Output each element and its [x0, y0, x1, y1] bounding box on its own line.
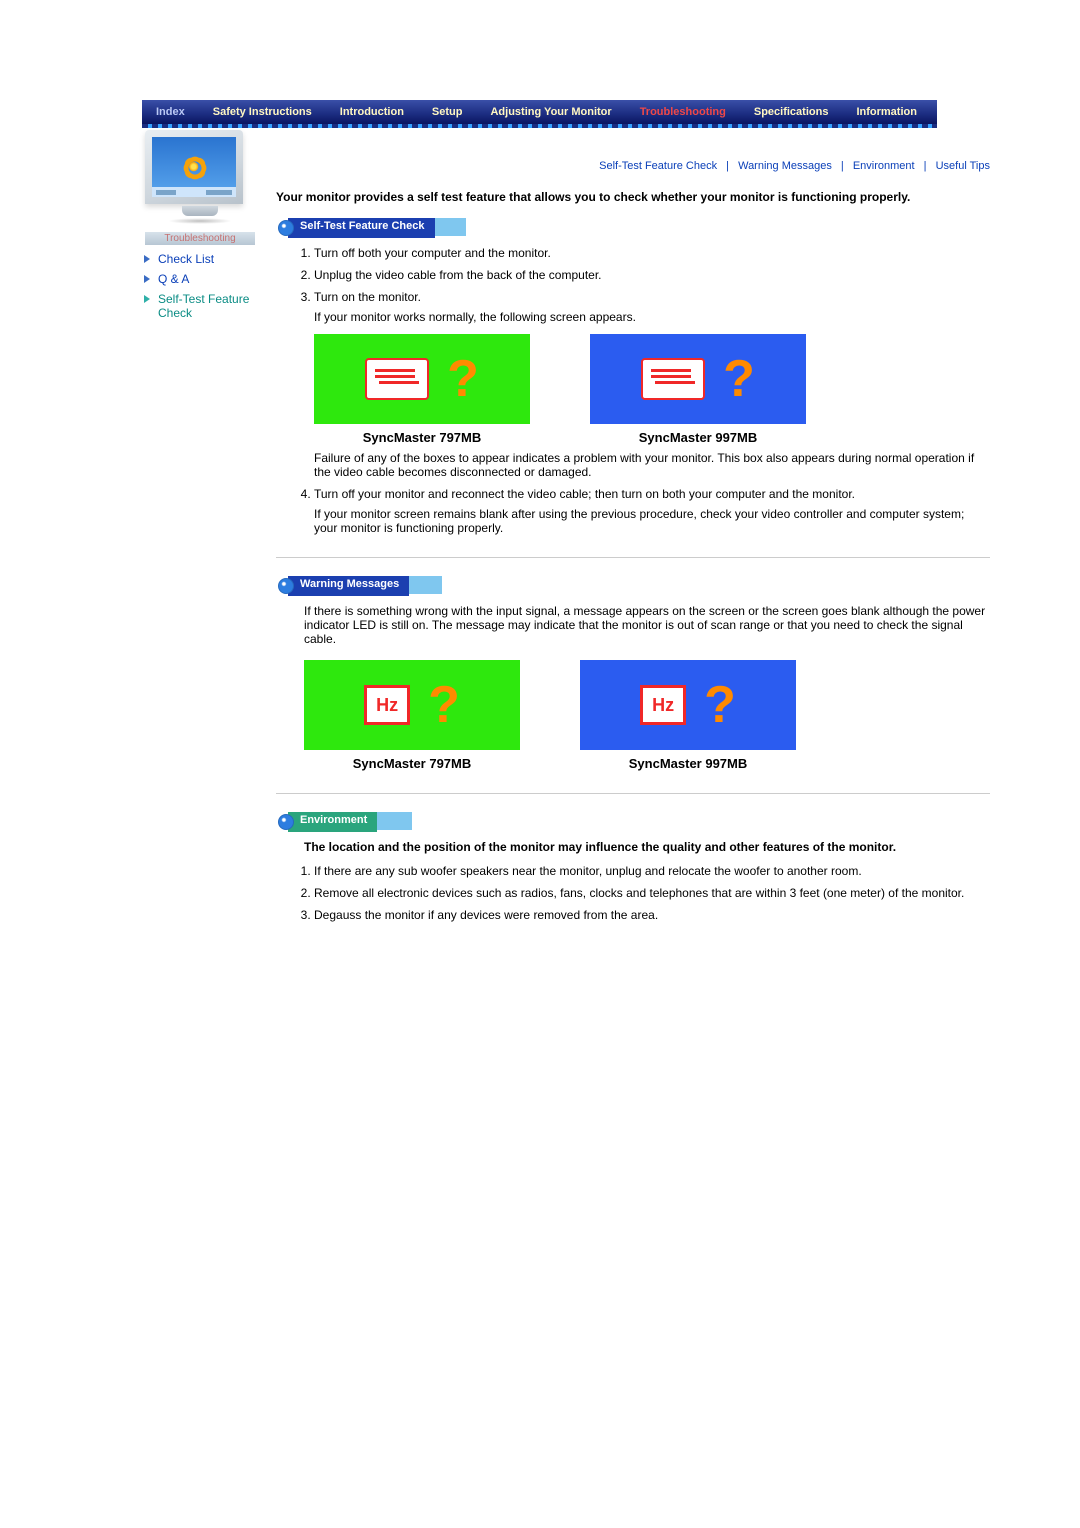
sidebar-heading: Troubleshooting [145, 232, 255, 245]
header-title: Warning Messages [288, 576, 409, 596]
env-step-2: Remove all electronic devices such as ra… [314, 886, 990, 900]
nav-info[interactable]: Information [842, 106, 931, 118]
step-1: Turn off both your computer and the moni… [314, 246, 990, 260]
sidebar-link-label: Self-Test Feature Check [158, 292, 249, 320]
step-3-text: Turn on the monitor. [314, 290, 421, 304]
triangle-icon [144, 275, 150, 283]
anchor-tips[interactable]: Useful Tips [936, 160, 990, 172]
panel-label-right: SyncMaster 997MB [580, 756, 796, 771]
panel-label-right: SyncMaster 997MB [590, 430, 806, 445]
connector-icon [365, 358, 429, 400]
circle-icon [278, 814, 294, 830]
warning-panels: Hz ? SyncMaster 797MB Hz ? SyncMaster 99… [304, 660, 990, 771]
panel-997mb: ? [590, 334, 806, 424]
intro-text: Your monitor provides a self test featur… [276, 190, 990, 204]
selftest-steps: Turn off both your computer and the moni… [296, 246, 990, 535]
environment-steps: If there are any sub woofer speakers nea… [296, 864, 990, 922]
panel-label-left: SyncMaster 797MB [304, 756, 520, 771]
nav-specs[interactable]: Specifications [740, 106, 843, 118]
panel-797mb: ? [314, 334, 530, 424]
section-header-selftest: Self-Test Feature Check [276, 218, 990, 236]
sidebar-item-qa[interactable]: Q & A [144, 269, 270, 289]
divider [276, 557, 990, 558]
panel-997mb-hz: Hz ? [580, 660, 796, 750]
header-title: Environment [288, 812, 377, 832]
anchor-warning[interactable]: Warning Messages [738, 160, 832, 172]
nav-setup[interactable]: Setup [418, 106, 477, 118]
step-4: Turn off your monitor and reconnect the … [314, 487, 990, 535]
sidebar-link-label: Q & A [158, 272, 189, 286]
section-header-warning: Warning Messages [276, 576, 990, 594]
env-step-1: If there are any sub woofer speakers nea… [314, 864, 990, 878]
top-nav: Index Safety Instructions Introduction S… [142, 100, 937, 124]
divider [276, 793, 990, 794]
question-icon: ? [428, 679, 460, 731]
sidebar-item-selftest[interactable]: Self-Test Feature Check [144, 289, 270, 323]
step-4-note: If your monitor screen remains blank aft… [314, 507, 990, 535]
triangle-icon [144, 295, 150, 303]
panel-797mb-hz: Hz ? [304, 660, 520, 750]
header-tail [372, 812, 412, 830]
hz-icon: Hz [640, 685, 686, 725]
question-icon: ? [704, 679, 736, 731]
sidebar-link-label: Check List [158, 252, 214, 266]
panel-label-left: SyncMaster 797MB [314, 430, 530, 445]
main-content: Self-Test Feature Check | Warning Messag… [270, 130, 1000, 936]
step-3-note: If your monitor works normally, the foll… [314, 310, 990, 324]
nav-safety[interactable]: Safety Instructions [199, 106, 326, 118]
anchor-environment[interactable]: Environment [853, 160, 915, 172]
separator: | [720, 160, 735, 172]
nav-index[interactable]: Index [142, 106, 199, 118]
question-icon: ? [723, 353, 755, 405]
nav-introduction[interactable]: Introduction [326, 106, 418, 118]
sidebar: Troubleshooting Check List Q & A Self-Te… [80, 130, 270, 936]
step-4-text: Turn off your monitor and reconnect the … [314, 487, 855, 501]
nav-troubleshooting[interactable]: Troubleshooting [626, 106, 740, 118]
env-step-3: Degauss the monitor if any devices were … [314, 908, 990, 922]
anchor-links: Self-Test Feature Check | Warning Messag… [276, 160, 990, 172]
circle-icon [278, 220, 294, 236]
section-header-environment: Environment [276, 812, 990, 830]
nav-adjusting[interactable]: Adjusting Your Monitor [476, 106, 625, 118]
header-title: Self-Test Feature Check [288, 218, 435, 238]
triangle-icon [144, 255, 150, 263]
sidebar-item-checklist[interactable]: Check List [144, 249, 270, 269]
hz-icon: Hz [364, 685, 410, 725]
selftest-panels: ? SyncMaster 797MB ? SyncMaster 997MB [314, 334, 990, 445]
question-icon: ? [447, 353, 479, 405]
connector-icon [641, 358, 705, 400]
anchor-selftest[interactable]: Self-Test Feature Check [599, 160, 717, 172]
step-3: Turn on the monitor. If your monitor wor… [314, 290, 990, 479]
nav-decoration [142, 124, 937, 128]
warning-text: If there is something wrong with the inp… [304, 604, 990, 646]
step-3-follow: Failure of any of the boxes to appear in… [314, 451, 990, 479]
environment-intro: The location and the position of the mon… [304, 840, 990, 854]
separator: | [918, 160, 933, 172]
step-2: Unplug the video cable from the back of … [314, 268, 990, 282]
separator: | [835, 160, 850, 172]
monitor-illustration [145, 130, 255, 230]
circle-icon [278, 578, 294, 594]
